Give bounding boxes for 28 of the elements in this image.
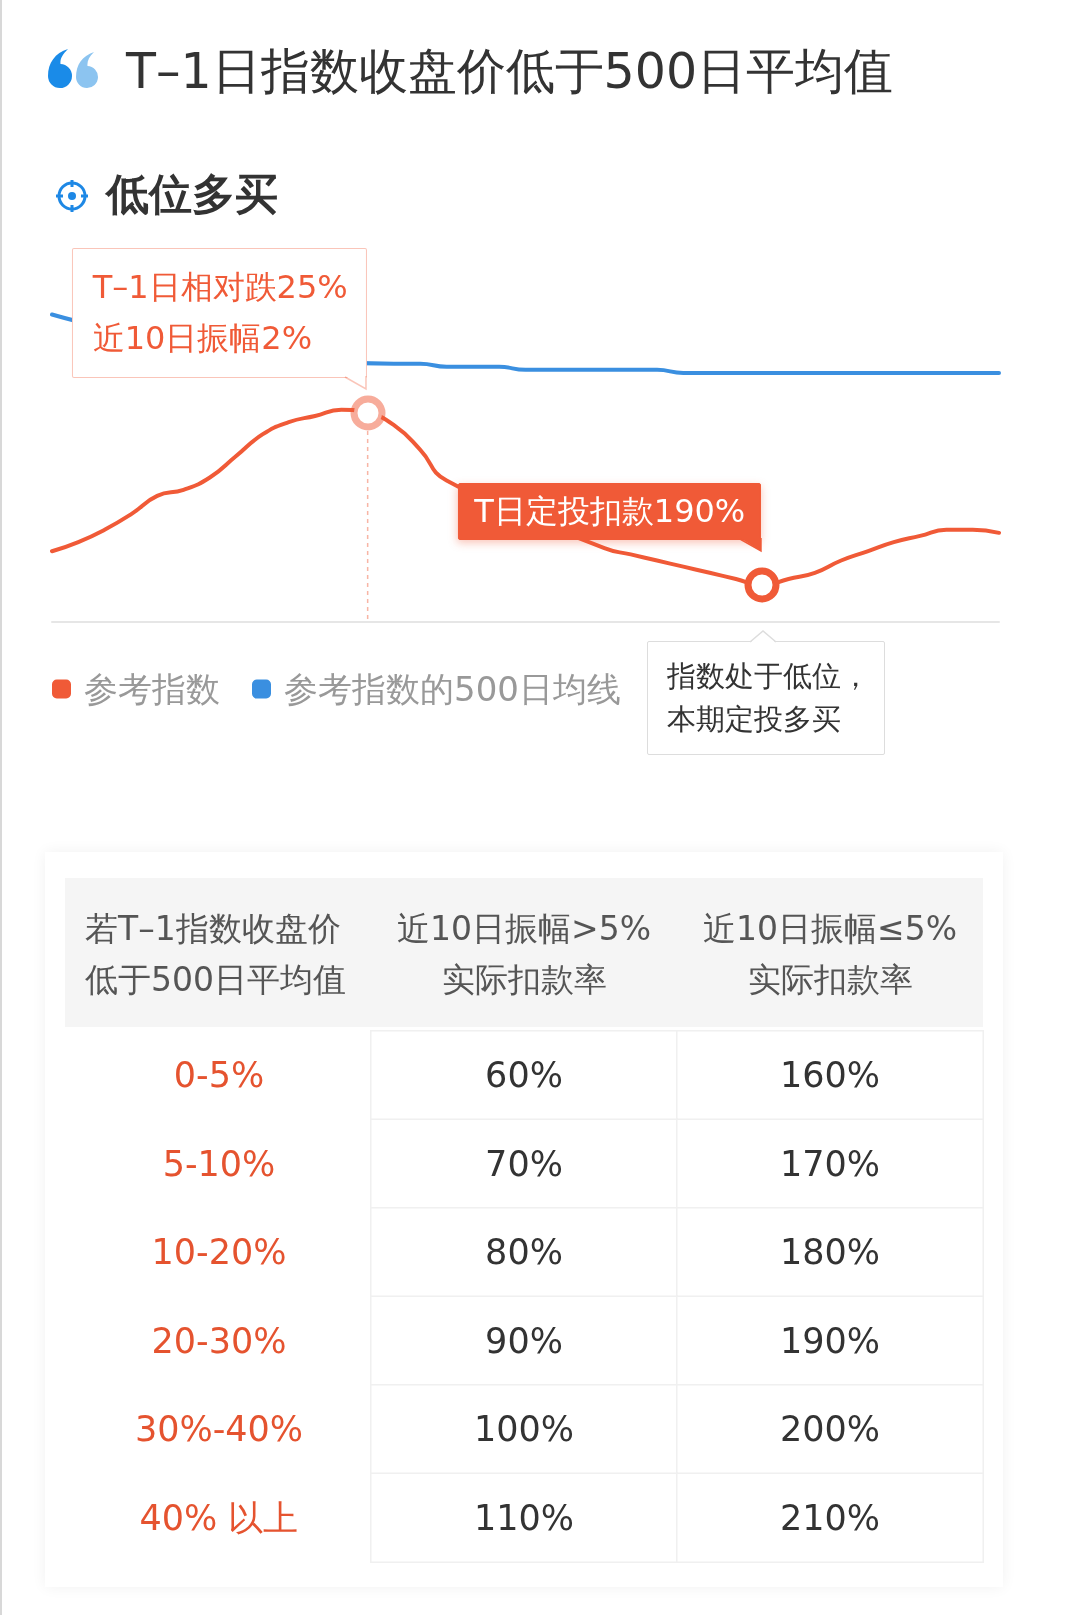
data-label: 100%	[473, 1409, 575, 1450]
y-tick-label: 40% 以上	[139, 1497, 299, 1538]
y-axis-title: 若T–1指数收盘价低于500日平均值	[85, 909, 346, 999]
data-label: 160%	[779, 1055, 881, 1096]
data-label: 110%	[473, 1497, 575, 1538]
y-tick-label: 0-5%	[173, 1055, 265, 1096]
chart-subtitle: 低位多买	[106, 168, 278, 221]
y-tick-label: 30%-40%	[134, 1409, 304, 1450]
annotation: T–1日相对跌25% 近10日振幅2%	[92, 267, 348, 357]
legend-label: 参考指数	[84, 669, 220, 709]
data-label: 190%	[779, 1320, 881, 1361]
chart-title: T–1日指数收盘价低于500日平均值	[126, 42, 894, 102]
data-label: 90%	[485, 1320, 563, 1361]
y-tick-label: 10-20%	[151, 1232, 287, 1273]
annotation: T日定投扣款190%	[474, 492, 746, 531]
data-label: 70%	[485, 1143, 563, 1184]
data-label: 210%	[779, 1497, 881, 1538]
y-tick-label: 5-10%	[162, 1143, 276, 1184]
x-tick-label: 近10日振幅≤5%实际扣款率	[703, 909, 957, 999]
data-label: 80%	[485, 1232, 563, 1273]
text: 指数处于低位，本期定投多买	[667, 659, 871, 737]
data-label: 200%	[779, 1409, 881, 1450]
data-label: 60%	[485, 1055, 563, 1096]
x-tick-label: 近10日振幅>5%实际扣款率	[397, 909, 651, 999]
data-label: 180%	[779, 1232, 881, 1273]
y-tick-label: 20-30%	[151, 1320, 287, 1361]
data-label: 170%	[779, 1143, 881, 1184]
legend-label: 参考指数的500日均线	[284, 669, 621, 709]
